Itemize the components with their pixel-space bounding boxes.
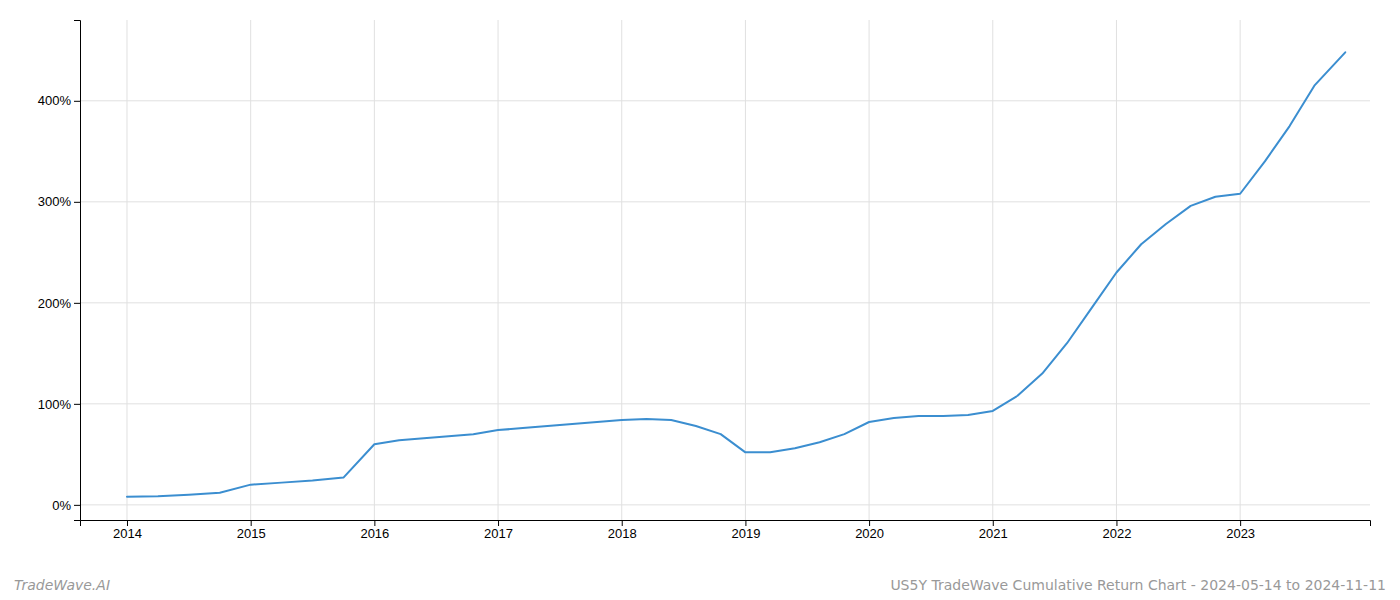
x-tick: 2018 xyxy=(608,520,637,541)
x-tick-mark xyxy=(374,520,375,526)
x-tick-mark xyxy=(869,520,870,526)
y-tick: 100% xyxy=(38,396,80,411)
y-axis: 0% 100% 200% 300% 400% xyxy=(38,21,81,521)
x-tick-mark xyxy=(1240,520,1241,526)
y-tick: 300% xyxy=(38,194,80,209)
x-tick-mark xyxy=(498,520,499,526)
x-tick-label: 2021 xyxy=(979,526,1008,541)
grid-line-y xyxy=(80,100,1370,101)
x-tick: 2019 xyxy=(731,520,760,541)
grid-line-x xyxy=(1240,20,1241,520)
footer-text: TradeWave.AI xyxy=(14,577,110,593)
grid-line-x xyxy=(126,20,127,520)
x-axis-line xyxy=(81,521,1371,527)
x-tick: 2015 xyxy=(237,520,266,541)
x-tick-mark xyxy=(745,520,746,526)
grid-line-x xyxy=(621,20,622,520)
x-tick-label: 2015 xyxy=(237,526,266,541)
x-tick-label: 2018 xyxy=(608,526,637,541)
y-tick-mark xyxy=(74,101,80,102)
grid-line-x xyxy=(992,20,993,520)
x-tick-label: 2023 xyxy=(1226,526,1255,541)
x-axis: 2014 2015 2016 2017 2018 2019 2020 2021 2022 2023 xyxy=(81,520,1371,541)
x-tick: 2023 xyxy=(1226,520,1255,541)
footer-text: US5Y TradeWave Cumulative Return Chart -… xyxy=(890,577,1386,593)
y-tick-mark xyxy=(74,202,80,203)
y-tick-label: 100% xyxy=(38,396,72,411)
x-tick: 2021 xyxy=(979,520,1008,541)
y-tick-label: 0% xyxy=(52,498,71,513)
x-tick-label: 2014 xyxy=(113,526,142,541)
chart: 2014 2015 2016 2017 2018 2019 2020 2021 2022 2023… xyxy=(0,0,1400,600)
y-tick: 200% xyxy=(38,295,80,310)
y-tick-mark xyxy=(74,505,80,506)
x-tick-mark xyxy=(993,520,994,526)
line xyxy=(127,52,1345,496)
y-tick: 400% xyxy=(38,93,80,108)
grid-line-x xyxy=(745,20,746,520)
x-tick-label: 2022 xyxy=(1102,526,1131,541)
grid xyxy=(80,20,1370,520)
y-tick-mark xyxy=(74,303,80,304)
grid-line-x xyxy=(869,20,870,520)
x-tick-mark xyxy=(1116,520,1117,526)
grid-line-y xyxy=(80,403,1370,404)
x-tick-mark xyxy=(127,520,128,526)
x-tick-label: 2016 xyxy=(360,526,389,541)
plot-area: 2014 2015 2016 2017 2018 2019 2020 2021 2022 2023… xyxy=(38,20,1371,541)
y-tick-label: 200% xyxy=(38,295,72,310)
x-tick: 2014 xyxy=(113,520,142,541)
grid-line-y xyxy=(80,504,1370,505)
y-tick-label: 400% xyxy=(38,93,72,108)
x-tick: 2022 xyxy=(1102,520,1131,541)
x-tick-label: 2019 xyxy=(731,526,760,541)
grid-line-x xyxy=(498,20,499,520)
x-tick: 2020 xyxy=(855,520,884,541)
y-tick: 0% xyxy=(52,498,80,513)
x-tick-mark xyxy=(622,520,623,526)
grid-line-y xyxy=(80,302,1370,303)
grid-line-y xyxy=(80,201,1370,202)
x-tick: 2016 xyxy=(360,520,389,541)
grid-line-x xyxy=(1116,20,1117,520)
x-tick-label: 2017 xyxy=(484,526,513,541)
marks xyxy=(127,52,1345,496)
grid-line-x xyxy=(250,20,251,520)
x-tick-mark xyxy=(251,520,252,526)
y-tick-label: 300% xyxy=(38,194,72,209)
x-tick-label: 2020 xyxy=(855,526,884,541)
y-axis-line xyxy=(74,21,81,521)
x-tick: 2017 xyxy=(484,520,513,541)
y-tick-mark xyxy=(74,404,80,405)
